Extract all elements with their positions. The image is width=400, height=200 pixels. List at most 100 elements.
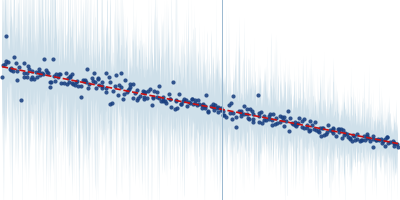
Point	[8, 66, 14, 69]
Point	[194, 103, 200, 106]
Point	[150, 96, 156, 99]
Point	[218, 107, 224, 110]
Point	[334, 128, 341, 131]
Point	[362, 138, 368, 141]
Point	[330, 131, 336, 134]
Point	[26, 68, 32, 71]
Point	[14, 78, 20, 81]
Point	[230, 95, 236, 98]
Point	[113, 73, 120, 77]
Point	[74, 79, 81, 82]
Point	[89, 77, 96, 80]
Point	[223, 115, 229, 119]
Point	[266, 117, 272, 120]
Point	[83, 81, 90, 84]
Point	[220, 113, 227, 117]
Point	[336, 127, 342, 130]
Point	[180, 97, 187, 100]
Point	[285, 110, 291, 113]
Point	[118, 86, 125, 89]
Point	[21, 72, 27, 75]
Point	[174, 107, 180, 110]
Point	[28, 69, 35, 72]
Point	[354, 137, 360, 141]
Point	[236, 110, 242, 113]
Point	[261, 119, 268, 122]
Point	[203, 93, 210, 96]
Point	[384, 135, 390, 139]
Point	[250, 112, 256, 115]
Point	[144, 96, 150, 100]
Point	[29, 75, 36, 78]
Point	[364, 132, 370, 135]
Point	[364, 136, 371, 140]
Point	[370, 135, 376, 138]
Point	[282, 119, 289, 123]
Point	[218, 109, 224, 112]
Point	[214, 106, 220, 109]
Point	[238, 109, 244, 112]
Point	[67, 74, 74, 77]
Point	[270, 113, 277, 116]
Point	[51, 75, 57, 78]
Point	[99, 85, 106, 88]
Point	[360, 134, 367, 138]
Point	[318, 134, 324, 137]
Point	[364, 135, 371, 138]
Point	[280, 119, 286, 122]
Point	[75, 84, 81, 87]
Point	[321, 134, 328, 137]
Point	[135, 97, 142, 100]
Point	[233, 126, 240, 129]
Point	[309, 123, 316, 126]
Point	[72, 83, 78, 86]
Point	[73, 81, 80, 84]
Point	[109, 101, 115, 104]
Point	[24, 75, 30, 78]
Point	[146, 87, 153, 91]
Point	[306, 129, 313, 133]
Point	[18, 98, 24, 101]
Point	[47, 80, 54, 84]
Point	[184, 105, 190, 108]
Point	[78, 85, 84, 88]
Point	[10, 70, 16, 73]
Point	[112, 85, 118, 88]
Point	[244, 112, 250, 115]
Point	[16, 65, 22, 69]
Point	[140, 95, 147, 98]
Point	[185, 101, 192, 104]
Point	[229, 117, 235, 120]
Point	[376, 139, 382, 142]
Point	[92, 86, 99, 89]
Point	[33, 76, 40, 79]
Point	[310, 128, 317, 131]
Point	[304, 124, 310, 127]
Point	[91, 71, 97, 75]
Point	[352, 138, 359, 141]
Point	[286, 116, 293, 119]
Point	[80, 78, 87, 82]
Point	[298, 119, 305, 123]
Point	[156, 96, 162, 100]
Point	[317, 127, 324, 130]
Point	[120, 97, 126, 101]
Point	[374, 137, 381, 141]
Point	[202, 106, 208, 109]
Point	[339, 136, 346, 140]
Point	[33, 71, 40, 74]
Point	[14, 69, 20, 72]
Point	[176, 92, 183, 96]
Point	[173, 100, 179, 103]
Point	[382, 137, 389, 140]
Point	[52, 79, 58, 82]
Point	[50, 57, 56, 60]
Point	[190, 102, 196, 105]
Point	[84, 68, 90, 71]
Point	[99, 86, 106, 90]
Point	[142, 90, 148, 93]
Point	[261, 114, 268, 118]
Point	[325, 124, 331, 127]
Point	[150, 95, 156, 99]
Point	[195, 98, 202, 101]
